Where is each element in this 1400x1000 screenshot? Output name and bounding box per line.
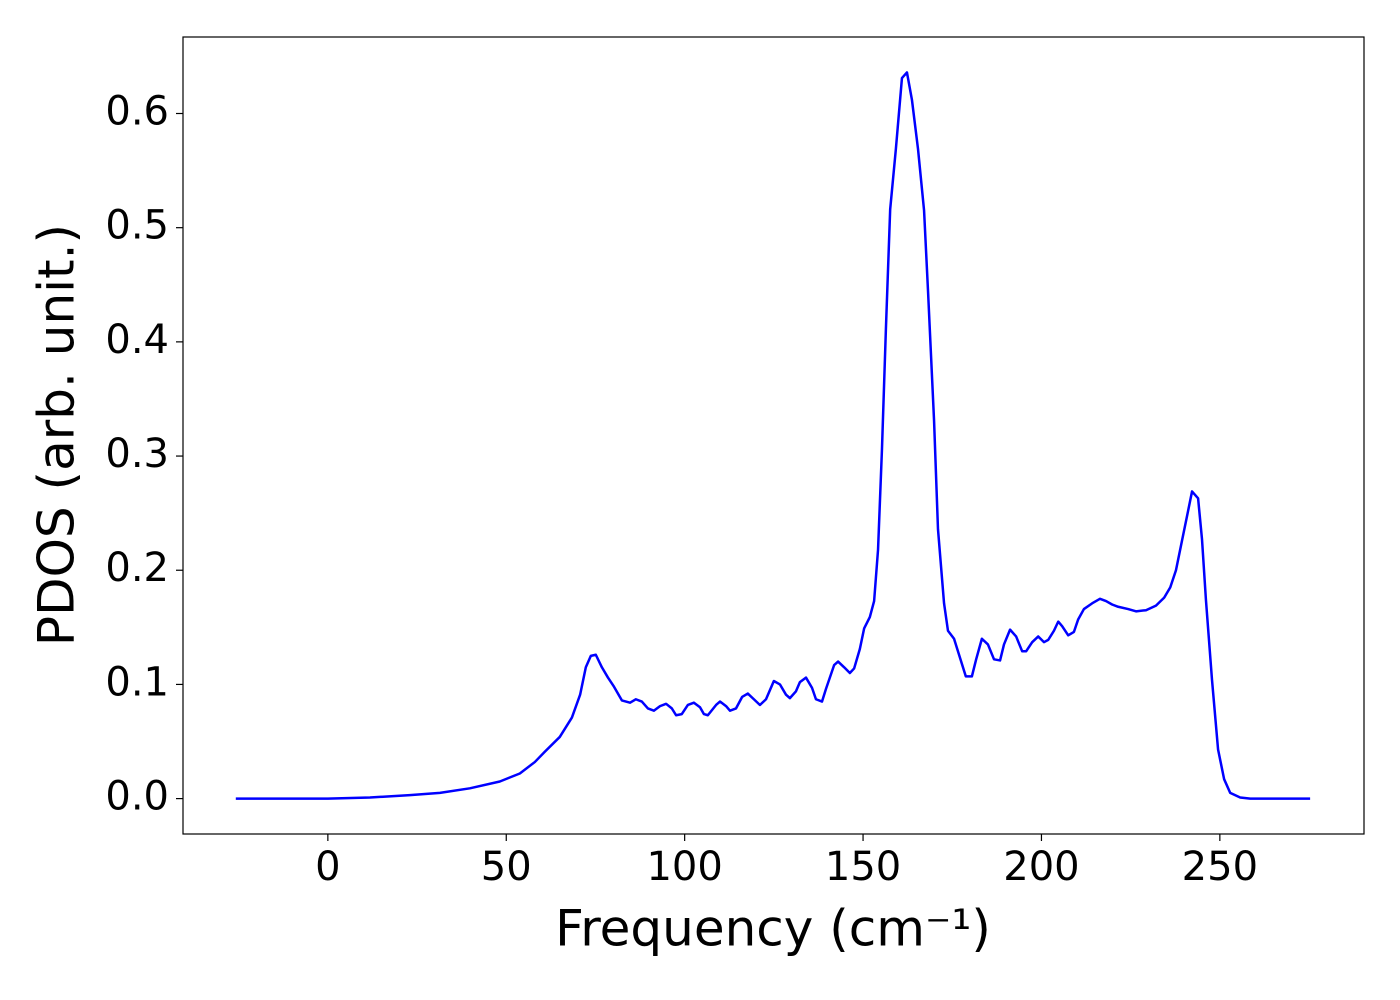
x-tick-label: 150 (825, 844, 901, 890)
x-tick-label: 200 (1003, 844, 1079, 890)
x-axis-label: Frequency (cm⁻¹) (555, 900, 991, 958)
x-tick-label: 50 (481, 844, 532, 890)
y-tick-label: 0.4 (105, 317, 169, 363)
y-tick-label: 0.0 (105, 774, 169, 820)
x-tick-label: 100 (646, 844, 722, 890)
x-tick-label: 250 (1182, 844, 1258, 890)
y-tick-label: 0.6 (105, 89, 169, 135)
y-tick-label: 0.2 (105, 545, 169, 591)
x-tick-label: 0 (315, 844, 340, 890)
plot-frame (182, 36, 1365, 835)
y-axis-label: PDOS (arb. unit.) (28, 224, 86, 646)
y-tick-label: 0.5 (105, 203, 169, 249)
line (235, 71, 1311, 800)
y-tick-label: 0.3 (105, 431, 169, 477)
y-tick-label: 0.1 (105, 659, 169, 705)
